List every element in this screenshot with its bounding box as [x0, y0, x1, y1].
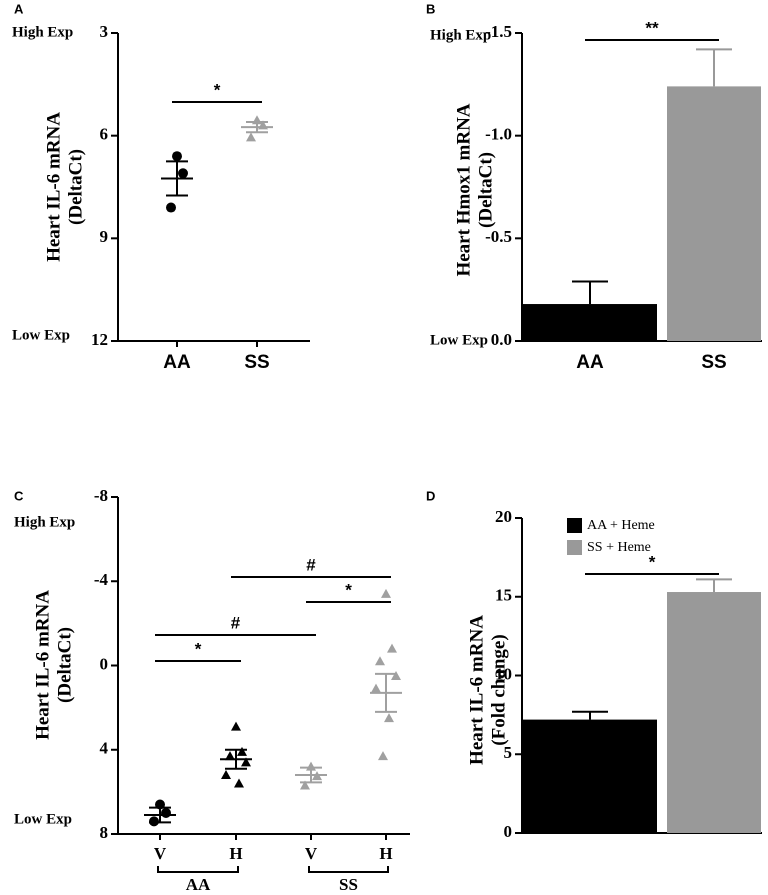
legend-label: AA + Heme: [587, 518, 655, 533]
group-bracket: [157, 866, 239, 873]
y-tick-label: 0: [504, 822, 513, 841]
panel-letter: C: [14, 488, 24, 503]
y-tick-label: 12: [91, 330, 108, 349]
y-tick-label: 4: [100, 739, 109, 758]
y-tick-label: -0.5: [485, 227, 512, 246]
data-point: [371, 683, 381, 693]
legend-label: SS + Heme: [587, 540, 651, 555]
y-tick-label: -4: [94, 570, 109, 589]
panel-letter: A: [14, 1, 24, 16]
group-label: AA: [186, 875, 211, 894]
data-point: [375, 656, 385, 666]
significance-label: #: [306, 555, 316, 574]
bar: [667, 592, 761, 833]
y-axis-label: (DeltaCt): [475, 152, 496, 228]
data-point: [381, 588, 391, 598]
low-exp-label: Low Exp: [430, 332, 488, 348]
x-tick-label: AA: [576, 352, 604, 373]
high-exp-label: High Exp: [12, 24, 73, 40]
x-tick-label: AA: [163, 352, 191, 373]
significance-label: *: [649, 552, 656, 571]
data-point: [391, 671, 401, 681]
y-tick-label: 0.0: [491, 330, 512, 349]
x-tick-label: H: [229, 844, 242, 863]
high-exp-label: High Exp: [430, 27, 491, 43]
legend-swatch: [567, 540, 582, 555]
x-tick-label: H: [379, 844, 392, 863]
y-tick-label: 20: [495, 507, 512, 526]
significance-label: #: [231, 613, 241, 632]
y-axis-label: Heart Hmox1 mRNA: [453, 103, 474, 276]
data-point: [384, 713, 394, 723]
y-tick-label: -1.5: [485, 22, 512, 41]
panel-letter: B: [426, 1, 435, 16]
y-axis-label: Heart IL-6 mRNA: [43, 112, 64, 262]
data-point: [241, 757, 251, 767]
y-axis-label: Heart IL-6 mRNA: [466, 615, 487, 765]
data-point: [149, 816, 159, 827]
data-point: [234, 778, 244, 788]
data-point: [237, 746, 247, 756]
high-exp-label: High Exp: [14, 514, 75, 530]
data-point: [387, 643, 397, 653]
data-point: [221, 770, 231, 780]
y-tick-label: -8: [94, 486, 108, 505]
x-tick-label: V: [154, 844, 167, 863]
y-axis-label: (DeltaCt): [65, 149, 86, 225]
y-tick-label: 15: [495, 586, 512, 605]
y-tick-label: -1.0: [485, 125, 512, 144]
y-tick-label: 8: [100, 823, 109, 842]
y-tick-label: 0: [100, 654, 109, 673]
bar: [523, 719, 657, 833]
y-tick-label: 9: [100, 227, 109, 246]
y-axis-label: Heart IL-6 mRNA: [32, 590, 53, 740]
significance-label: *: [345, 580, 352, 599]
data-point: [246, 132, 256, 142]
bar: [523, 304, 657, 341]
low-exp-label: Low Exp: [14, 811, 72, 827]
group-label: SS: [339, 875, 358, 894]
data-point: [300, 780, 310, 790]
low-exp-label: Low Exp: [12, 327, 70, 343]
x-tick-label: V: [305, 844, 318, 863]
x-tick-label: SS: [701, 352, 726, 373]
y-tick-label: 6: [100, 125, 109, 144]
significance-label: *: [195, 639, 202, 658]
significance-label: *: [214, 80, 221, 99]
y-tick-label: 3: [100, 22, 109, 41]
panel-letter: D: [426, 488, 435, 503]
bar: [667, 86, 761, 342]
y-axis-label: (DeltaCt): [54, 627, 75, 703]
y-tick-label: 10: [495, 664, 512, 683]
group-bracket: [308, 866, 389, 873]
legend-swatch: [567, 518, 582, 533]
significance-label: **: [645, 18, 659, 37]
data-point: [161, 807, 171, 818]
y-tick-label: 5: [504, 743, 513, 762]
x-tick-label: SS: [244, 352, 269, 373]
data-point: [178, 168, 188, 179]
data-point: [378, 751, 388, 761]
data-point: [231, 721, 241, 731]
data-point: [166, 202, 176, 213]
data-point: [225, 751, 235, 761]
data-point: [172, 151, 182, 162]
y-axis-label: (Fold change): [488, 634, 509, 745]
